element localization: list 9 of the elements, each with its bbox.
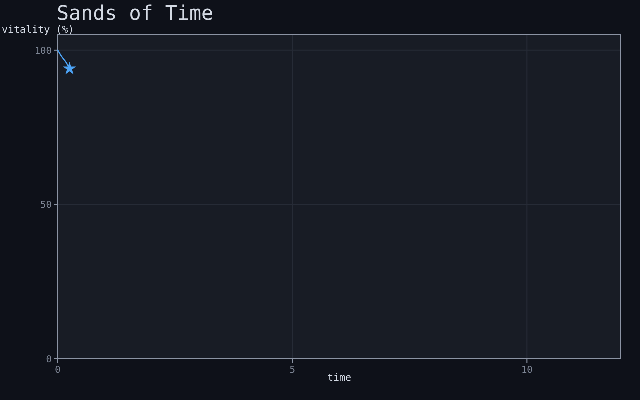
y-tick-label: 100 [34, 46, 52, 57]
y-axis-title: vitality (%) [2, 25, 74, 36]
x-tick-label: 10 [521, 365, 534, 376]
x-tick-label: 5 [290, 365, 296, 376]
y-tick-label: 0 [46, 354, 52, 366]
x-axis-title: time [327, 373, 352, 384]
x-tick-label: 0 [55, 365, 62, 376]
y-tick-label: 50 [40, 200, 52, 212]
chart-title: Sands of Time [57, 1, 214, 25]
